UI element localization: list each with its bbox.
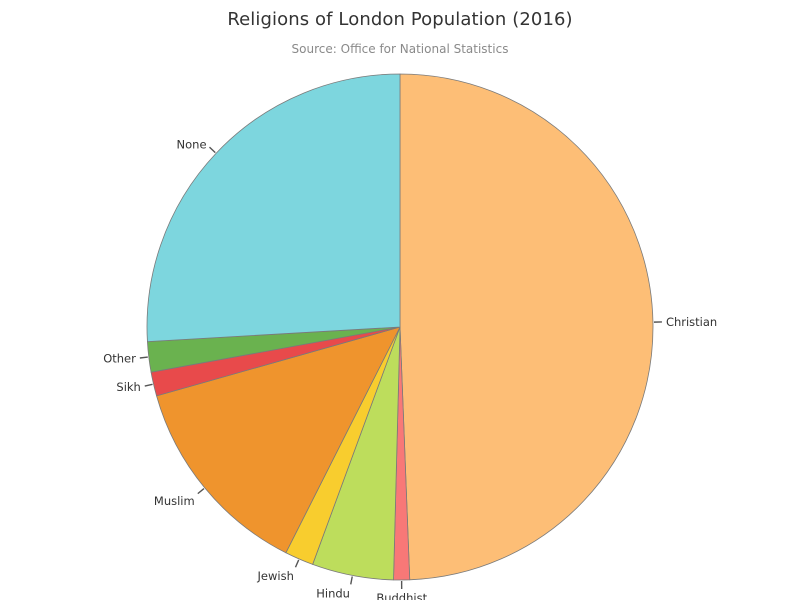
leader-line-jewish: [294, 559, 300, 568]
pie-slice-christian[interactable]: [399, 73, 654, 581]
chart-title: Religions of London Population (2016): [227, 9, 573, 30]
pie-slice-muslim[interactable]: [156, 326, 401, 554]
slice-label-other: Other: [103, 351, 136, 365]
leader-line-other: [139, 356, 148, 359]
slice-label-buddhist: Buddhist: [376, 591, 427, 600]
slice-label-jewish: Jewish: [257, 569, 294, 583]
leader-line-muslim: [197, 487, 205, 495]
slice-label-none: None: [177, 137, 207, 151]
pie-slices: [146, 73, 654, 581]
chart-subtitle: Source: Office for National Statistics: [291, 42, 509, 56]
pie-slice-none[interactable]: [146, 73, 401, 342]
slice-label-sikh: Sikh: [116, 380, 140, 394]
slice-label-christian: Christian: [666, 315, 717, 329]
pie-labels: Christian Buddhist Hindu Jewish Muslim Sikh Ot…: [103, 137, 717, 600]
slice-label-muslim: Muslim: [154, 494, 195, 508]
leader-line-none: [208, 146, 216, 154]
leader-line-sikh: [144, 383, 153, 387]
leader-line-hindu: [350, 576, 353, 585]
slice-label-hindu: Hindu: [316, 586, 350, 600]
